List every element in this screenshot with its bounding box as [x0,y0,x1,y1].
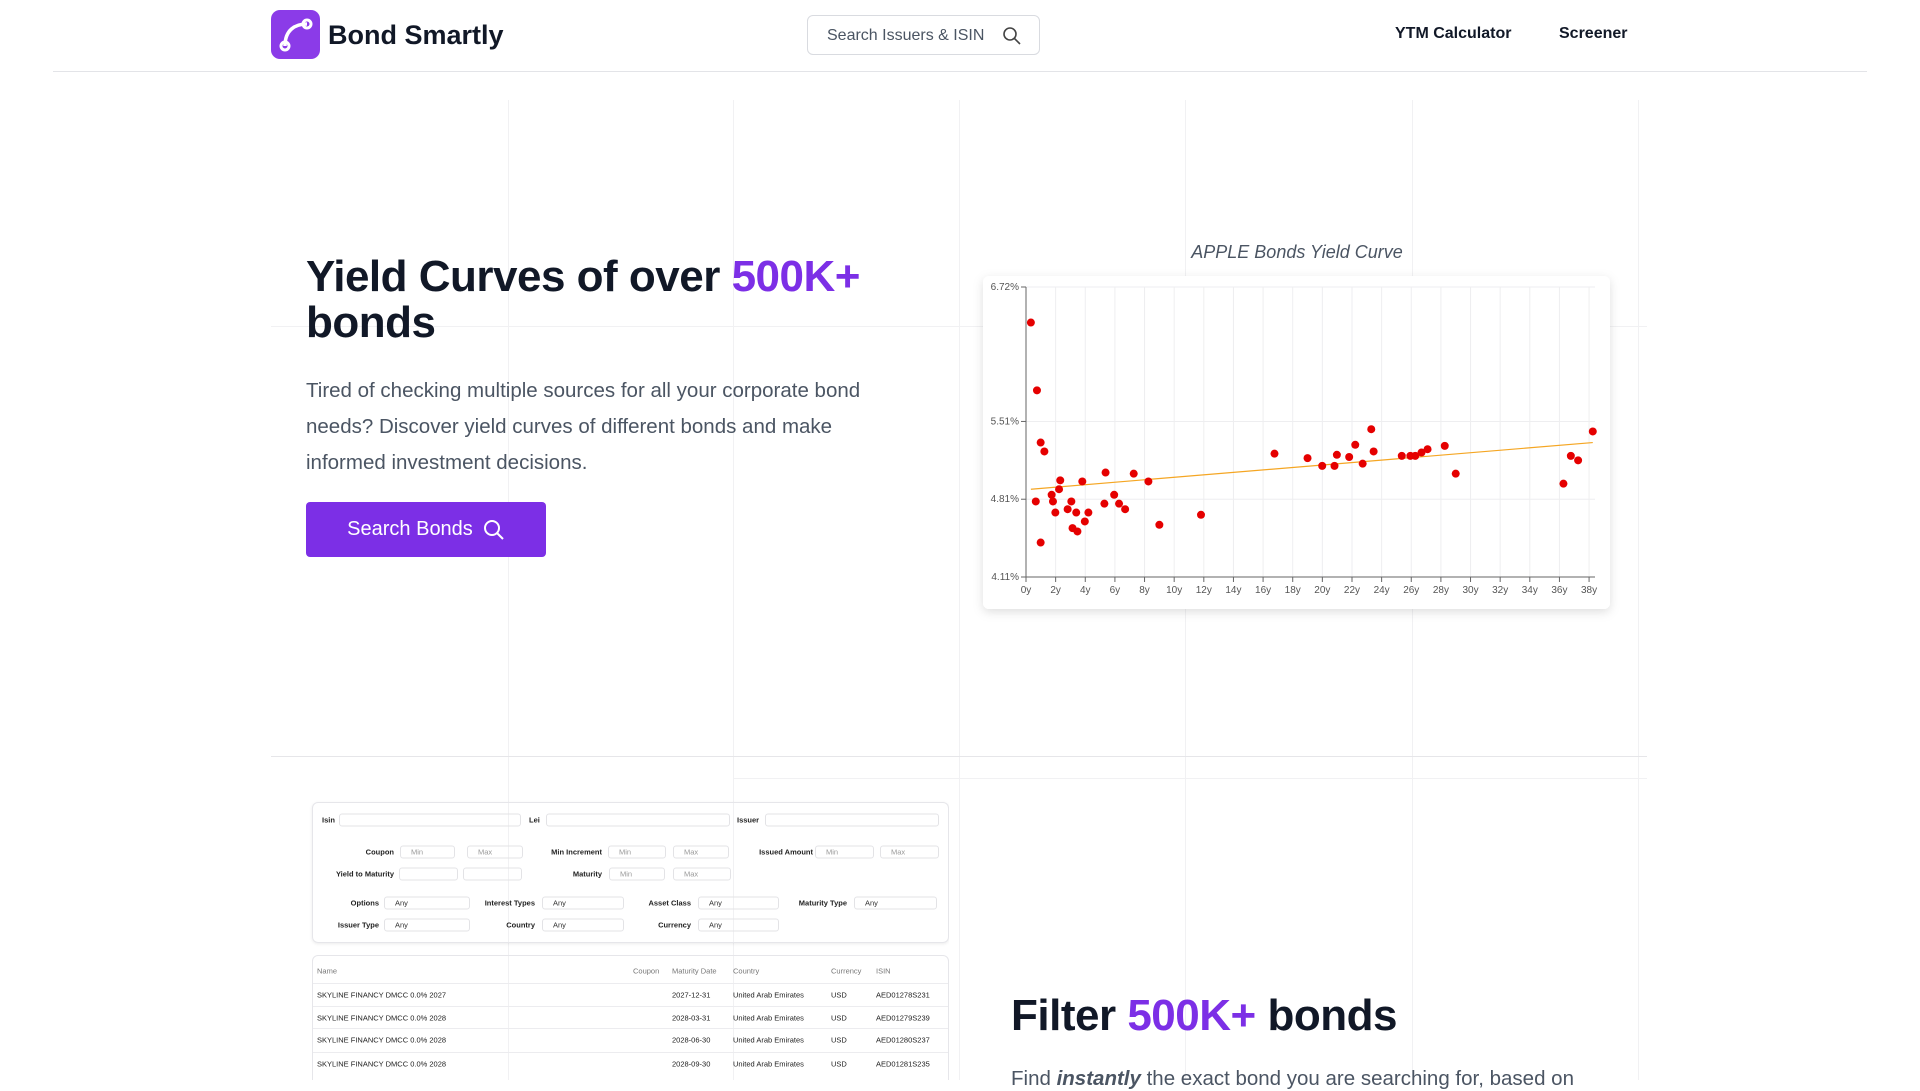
data-point [1589,427,1597,435]
data-point [1155,521,1163,529]
data-point [1121,505,1129,513]
x-tick-label: 2y [1050,585,1061,596]
data-point [1100,500,1108,508]
chart-card [983,276,1610,609]
data-point [1441,442,1449,450]
data-point [1040,447,1048,455]
data-point [1398,452,1406,460]
y-tick-label: 6.72% [991,282,1019,293]
data-point [1102,469,1110,477]
data-point [1037,539,1045,547]
data-point [1351,441,1359,449]
data-point [1304,454,1312,462]
x-tick-label: 20y [1314,585,1330,596]
data-point [1452,470,1460,478]
data-point [1084,509,1092,517]
data-point [1197,511,1205,519]
data-point [1078,477,1086,485]
x-tick-label: 0y [1021,585,1032,596]
x-tick-label: 26y [1403,585,1419,596]
data-point [1051,509,1059,517]
data-point [1073,527,1081,535]
data-point [1064,505,1072,513]
x-tick-label: 36y [1551,585,1567,596]
data-point [1370,447,1378,455]
x-tick-label: 14y [1225,585,1241,596]
chart-title: APPLE Bonds Yield Curve [1190,242,1402,262]
data-point [1367,425,1375,433]
data-point [1110,491,1118,499]
data-point [1567,452,1575,460]
data-point [1331,462,1339,470]
x-tick-label: 12y [1196,585,1212,596]
x-tick-label: 28y [1433,585,1449,596]
x-tick-label: 16y [1255,585,1271,596]
data-point [1072,509,1080,517]
data-point [1027,319,1035,327]
x-tick-label: 30y [1462,585,1478,596]
data-point [1056,476,1064,484]
data-point [1049,497,1057,505]
x-tick-label: 38y [1581,585,1597,596]
data-point [1037,439,1045,447]
data-point [1032,497,1040,505]
data-point [1359,460,1367,468]
data-point [1424,445,1432,453]
data-point [1033,386,1041,394]
data-point [1081,517,1089,525]
x-tick-label: 32y [1492,585,1508,596]
data-point [1115,500,1123,508]
data-point [1270,450,1278,458]
data-point [1144,477,1152,485]
x-tick-label: 10y [1166,585,1182,596]
data-point [1559,480,1567,488]
x-tick-label: 24y [1374,585,1390,596]
data-point [1055,485,1063,493]
data-point [1574,456,1582,464]
data-point [1333,451,1341,459]
data-point [1130,470,1138,478]
data-point [1345,453,1353,461]
y-tick-label: 4.81% [991,494,1019,505]
x-tick-label: 34y [1522,585,1538,596]
x-tick-label: 22y [1344,585,1360,596]
y-tick-label: 5.51% [991,416,1019,427]
x-tick-label: 4y [1080,585,1091,596]
x-tick-label: 6y [1110,585,1121,596]
data-point [1067,497,1075,505]
y-tick-label: 4.11% [991,572,1019,583]
x-tick-label: 18y [1285,585,1301,596]
data-point [1048,491,1056,499]
data-point [1318,462,1326,470]
x-tick-label: 8y [1139,585,1150,596]
